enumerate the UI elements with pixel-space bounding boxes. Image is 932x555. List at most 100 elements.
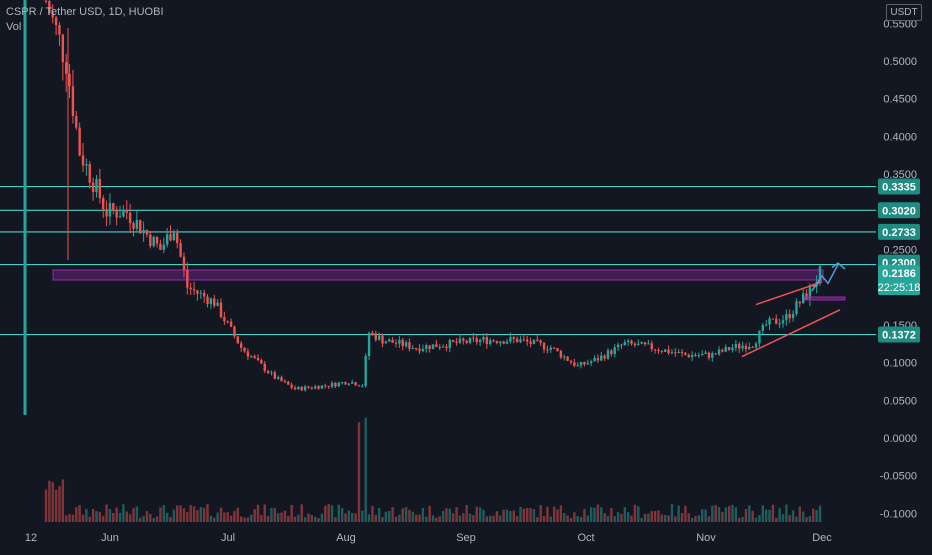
volume-bar — [280, 512, 283, 522]
volume-bar — [785, 504, 788, 522]
volume-bar — [384, 511, 388, 522]
candle-body — [623, 342, 627, 346]
candle-body — [371, 332, 374, 334]
candle-body — [748, 347, 751, 350]
symbol-title[interactable]: CSPR / Tether USD, 1D, HUOBI — [6, 6, 164, 18]
pattern-drawings[interactable] — [741, 262, 846, 358]
price-tick-label: -0.0500 — [880, 471, 917, 483]
volume-bar — [600, 507, 603, 522]
candle-body — [647, 343, 650, 345]
volume-bar — [475, 506, 478, 522]
volume-bar — [428, 505, 431, 522]
volume-bar — [697, 515, 701, 522]
candle-body — [118, 216, 122, 218]
volume-bar — [694, 515, 697, 522]
price-axis[interactable]: 0.55000.50000.45000.40000.35000.25000.15… — [880, 18, 917, 520]
volume-bar — [367, 514, 371, 522]
candle-body — [206, 296, 209, 305]
price-tick-label: 0.0500 — [883, 395, 917, 407]
candle-body — [579, 362, 583, 366]
volume-bar — [788, 514, 791, 522]
candle-body — [532, 339, 536, 344]
time-tick-label: Nov — [696, 532, 716, 544]
candle-body — [404, 342, 408, 347]
volume-bar — [808, 515, 812, 522]
candle-body — [277, 377, 280, 379]
volume-bar — [202, 507, 206, 522]
volume-label[interactable]: Vol — [6, 21, 22, 33]
volume-bar — [229, 515, 233, 522]
candle-body — [505, 341, 509, 344]
volume-bar — [98, 511, 102, 522]
volume-bar — [411, 511, 415, 522]
volume-bar — [610, 508, 613, 522]
volume-bar — [340, 508, 344, 522]
volume-bar — [771, 504, 775, 522]
candle-body — [778, 323, 781, 325]
candle-body — [428, 345, 431, 350]
volume-bar — [707, 516, 711, 522]
candle-body — [586, 363, 589, 365]
candle-body — [478, 339, 482, 343]
volume-bar — [277, 513, 280, 522]
candle-body — [509, 336, 512, 342]
volume-bar — [388, 511, 391, 522]
candle-body — [451, 339, 455, 342]
volume-bar — [451, 513, 455, 522]
candle-body — [199, 292, 202, 294]
candle-body — [721, 349, 724, 352]
volume-bar — [354, 513, 357, 522]
candle-body — [526, 339, 529, 342]
volume-bar — [377, 507, 381, 522]
volume-bar — [478, 507, 482, 522]
volume-bar — [791, 510, 795, 522]
candle-body — [102, 198, 105, 210]
candle-body — [172, 232, 176, 241]
candle-body — [741, 345, 744, 349]
currency-unit-badge[interactable]: USDT — [886, 4, 922, 21]
candle-body — [300, 386, 303, 391]
volume-bar — [51, 482, 54, 522]
volume-bar — [233, 510, 236, 522]
volume-bar — [122, 504, 125, 522]
candle-body — [492, 340, 495, 342]
candle-body — [314, 386, 317, 389]
volume-bar — [394, 516, 398, 522]
volume-bar — [112, 512, 115, 522]
volume-bar — [64, 515, 68, 522]
candle-body — [448, 339, 452, 349]
volume-bar — [159, 507, 162, 522]
candle-body — [128, 212, 132, 224]
chart-legend: CSPR / Tether USD, 1D, HUOBI Vol — [6, 5, 164, 35]
candle-body — [414, 348, 418, 350]
volume-bar — [327, 504, 330, 522]
time-tick-label: Aug — [336, 532, 356, 544]
volume-bar — [485, 516, 489, 522]
volume-bars — [44, 417, 822, 522]
volume-bar — [273, 508, 277, 522]
volume-bar — [118, 512, 122, 522]
time-tick-label: 12 — [25, 532, 37, 544]
volume-bar — [374, 514, 377, 522]
price-tick-label: 0.4000 — [883, 131, 917, 143]
candle-body — [394, 342, 398, 344]
volume-bar — [135, 506, 139, 522]
time-axis[interactable]: 12 Jun Jul Aug Sep Oct Nov Dec — [25, 532, 832, 544]
volume-bar — [425, 516, 428, 522]
candle-body — [754, 343, 758, 348]
candle-body — [327, 385, 330, 387]
volume-bar — [492, 515, 495, 522]
candle-body — [465, 340, 468, 343]
volume-bar — [330, 505, 334, 522]
resistance-zone[interactable] — [52, 269, 824, 281]
volume-bar — [391, 506, 394, 522]
candle-body — [152, 236, 155, 247]
time-tick-label: Oct — [577, 532, 594, 544]
candle-body — [458, 338, 462, 343]
volume-bar — [519, 506, 522, 522]
volume-bar — [687, 513, 690, 522]
time-tick-label: Sep — [456, 532, 476, 544]
volume-bar — [667, 515, 670, 522]
